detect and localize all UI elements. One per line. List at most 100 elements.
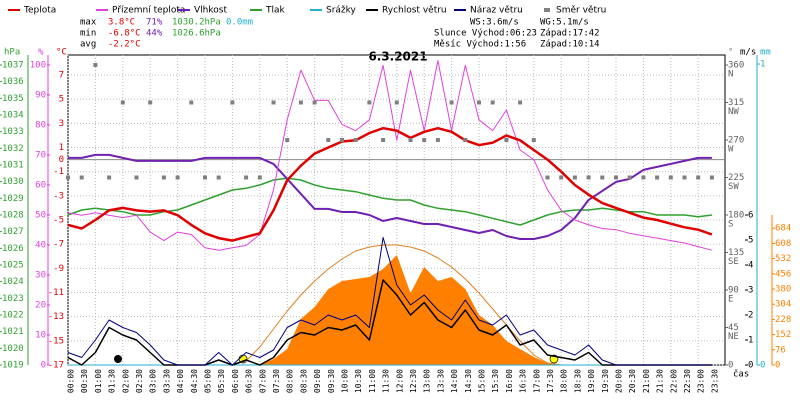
y-tick-label: -11 <box>48 288 64 298</box>
y-tick-label: 1023 <box>2 294 24 304</box>
axis-unit: °C <box>56 48 67 58</box>
y-tick-label: -1 <box>53 167 64 177</box>
stat-text: min <box>80 29 96 39</box>
y-tick-label: 532 <box>775 254 791 264</box>
y-tick-label: 1027 <box>2 227 24 237</box>
x-tick-label: 20:00 <box>615 369 624 393</box>
direction-point <box>394 100 399 105</box>
legend-label: Tlak <box>265 6 286 16</box>
y-tick-label: 152 <box>775 330 791 340</box>
y-tick-label: 1033 <box>2 127 24 137</box>
direction-point <box>367 100 372 105</box>
x-tick-label: 15:30 <box>491 369 500 393</box>
x-tick-label: 18:00 <box>560 369 569 393</box>
axis-unit: m/s <box>740 48 756 58</box>
x-tick-label: 14:30 <box>464 369 473 393</box>
direction-point <box>271 100 276 105</box>
y-tick-label: 40 <box>35 240 46 250</box>
x-tick-label: 04:30 <box>190 369 199 393</box>
series-line <box>67 279 712 366</box>
y-tick-label: 90 <box>35 90 46 100</box>
direction-point <box>353 138 358 142</box>
direction-point <box>93 63 98 67</box>
y-tick-label: 90 <box>728 286 739 296</box>
x-tick-label: 09:00 <box>313 369 322 393</box>
direction-point <box>408 138 413 142</box>
x-tick-label: 12:00 <box>395 369 404 393</box>
y-tick-label: 380 <box>775 285 791 295</box>
y-tick-label: 225 <box>728 173 744 183</box>
y-tick-label: -7 <box>53 240 64 250</box>
y-tick-label: 135 <box>728 248 744 258</box>
y-tick-label: 1025 <box>2 261 24 271</box>
y-tick-label: 456 <box>775 269 791 279</box>
direction-point <box>381 138 386 142</box>
stat-text: 1030.2hPa <box>172 18 221 28</box>
stat-text: 71% <box>146 18 163 28</box>
x-tick-label: 16:00 <box>505 369 514 393</box>
y-tick-label: 1019 <box>2 361 24 371</box>
chart-title: 6.3.2021 <box>368 50 427 64</box>
direction-point <box>79 175 84 180</box>
direction-point <box>257 175 262 180</box>
direction-point <box>66 175 70 180</box>
legend-label: Rychlost větru <box>382 6 447 16</box>
direction-point <box>600 175 605 180</box>
x-tick-label: 19:30 <box>601 369 610 393</box>
y-tick-label: -13 <box>48 312 64 322</box>
direction-point <box>463 138 468 142</box>
y-tick-label: 1030 <box>2 177 24 187</box>
info-text: WS:3.6m/s <box>470 18 519 28</box>
direction-point <box>326 138 331 142</box>
y-tick-label: 1035 <box>2 94 24 104</box>
info-text: Západ:10:14 <box>540 40 600 50</box>
y-tick-label: 0 <box>59 155 64 165</box>
x-tick-label: 12:30 <box>409 369 418 393</box>
direction-point <box>298 100 303 105</box>
y-tick-label: 6 <box>748 211 753 221</box>
compass-label: N <box>728 70 733 80</box>
y-tick-label: 228 <box>775 315 791 325</box>
x-tick-label: 00:30 <box>80 369 89 393</box>
y-tick-label: 0 <box>760 361 765 371</box>
info-text: WG:5.1m/s <box>540 18 589 28</box>
info-text: Západ:17:42 <box>540 29 600 39</box>
direction-point <box>682 175 687 180</box>
x-tick-label: 01:00 <box>94 369 103 393</box>
direction-point <box>435 138 440 142</box>
direction-point <box>531 138 536 142</box>
x-tick-label: 00:00 <box>67 369 76 393</box>
direction-point <box>668 175 673 180</box>
y-tick-label: 0 <box>775 361 780 371</box>
x-tick-label: 13:30 <box>436 369 445 393</box>
stat-text: 1026.6hPa <box>172 29 221 39</box>
direction-point <box>161 175 166 180</box>
direction-point <box>148 100 153 105</box>
y-tick-label: 1 <box>748 336 753 346</box>
direction-point <box>120 100 125 105</box>
direction-point <box>244 175 249 180</box>
x-tick-label: 17:30 <box>546 369 555 393</box>
compass-label: S <box>728 220 733 230</box>
stat-text: 3.8°C <box>108 18 135 28</box>
y-tick-label: 3 <box>59 119 64 129</box>
stat-text: max <box>80 18 97 28</box>
x-tick-label: 08:30 <box>299 369 308 393</box>
direction-point <box>709 175 714 180</box>
compass-label: SE <box>728 257 739 267</box>
y-tick-label: 270 <box>728 136 744 146</box>
direction-point <box>490 100 495 105</box>
x-tick-label: 21:30 <box>656 369 665 393</box>
y-tick-label: 180 <box>728 211 744 221</box>
y-tick-label: 684 <box>775 224 791 234</box>
x-tick-label: 17:00 <box>532 369 541 393</box>
y-tick-label: 100 <box>30 60 46 70</box>
y-tick-label: 1020 <box>2 344 24 354</box>
x-tick-label: 21:00 <box>642 369 651 393</box>
x-tick-label: 23:00 <box>697 369 706 393</box>
y-tick-label: 2 <box>748 311 753 321</box>
y-tick-label: 80 <box>35 120 46 130</box>
direction-point <box>572 175 577 180</box>
info-text: Měsíc Východ:1:56 <box>434 40 526 50</box>
y-tick-label: 1 <box>760 60 765 70</box>
